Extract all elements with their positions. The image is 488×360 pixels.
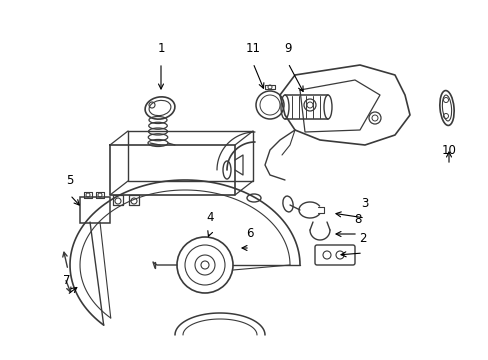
Text: 4: 4 — [206, 211, 213, 224]
Text: 10: 10 — [441, 144, 455, 157]
Text: 6: 6 — [246, 227, 253, 240]
Text: 2: 2 — [359, 232, 366, 245]
Text: 7: 7 — [63, 274, 71, 287]
Text: 9: 9 — [284, 42, 291, 55]
Text: 8: 8 — [354, 213, 361, 226]
Text: 5: 5 — [66, 174, 74, 187]
Text: 1: 1 — [157, 42, 164, 55]
Text: 3: 3 — [361, 197, 368, 210]
Text: 11: 11 — [245, 42, 260, 55]
